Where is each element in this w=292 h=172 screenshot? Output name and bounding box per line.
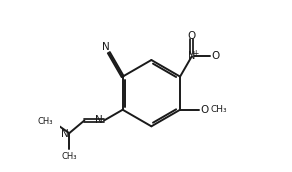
Text: O: O (211, 51, 220, 61)
Text: O: O (187, 31, 196, 41)
Text: CH₃: CH₃ (211, 105, 227, 114)
Text: N: N (188, 51, 195, 61)
Text: CH₃: CH₃ (62, 152, 77, 161)
Text: N: N (102, 42, 110, 52)
Text: N: N (61, 129, 68, 139)
Text: O: O (201, 105, 209, 115)
Text: ⁻: ⁻ (214, 49, 218, 58)
Text: CH₃: CH₃ (37, 117, 53, 126)
Text: N: N (95, 115, 102, 125)
Text: +: + (192, 49, 199, 58)
